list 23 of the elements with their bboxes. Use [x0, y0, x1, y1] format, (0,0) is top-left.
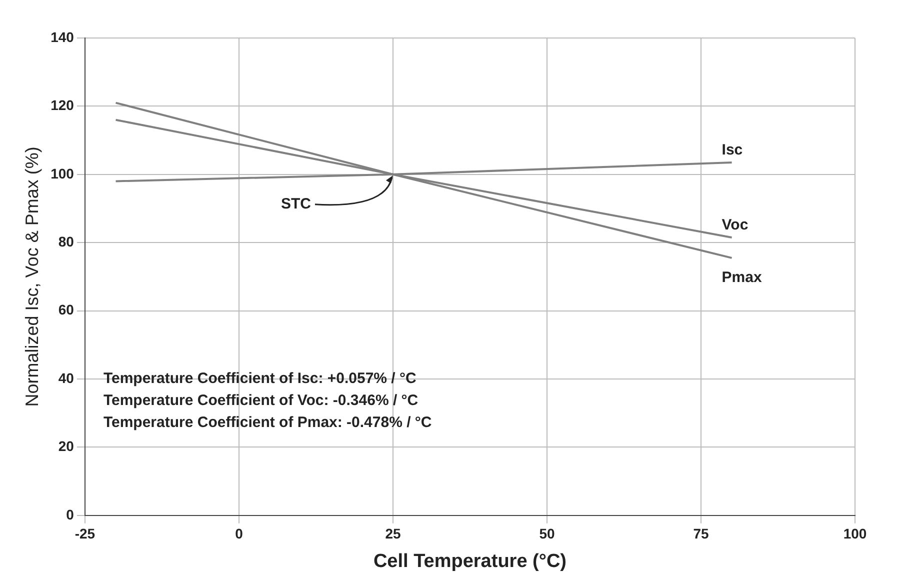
- series-label: Voc: [722, 216, 748, 234]
- x-tick-label: 75: [693, 526, 709, 542]
- series-label: Isc: [722, 142, 743, 159]
- y-tick-label: 120: [50, 97, 74, 114]
- x-tick-label: -25: [74, 526, 96, 542]
- x-tick-label: 25: [385, 526, 401, 542]
- annotation: Temperature Coefficient of Voc: -0.346% / °C: [103, 392, 418, 410]
- y-tick-label: 80: [58, 233, 74, 250]
- annotation: STC: [280, 196, 312, 213]
- y-tick-label: 40: [58, 370, 74, 386]
- annotation: Temperature Coefficient of Isc: +0.057% / °C: [103, 370, 417, 388]
- y-axis-title: Normalized Isc, Voc & Pmax (%): [22, 146, 42, 407]
- x-axis-title: Cell Temperature (°C): [373, 550, 567, 572]
- y-tick-label: 100: [50, 165, 74, 182]
- y-tick-label: 140: [50, 28, 74, 45]
- series-label: Pmax: [722, 269, 762, 286]
- x-tick-label: 0: [235, 526, 244, 542]
- y-tick-label: 20: [58, 438, 74, 454]
- y-tick-label: 60: [58, 302, 74, 318]
- x-tick-label: 100: [843, 526, 867, 542]
- annotation: Temperature Coefficient of Pmax: -0.478% / °C: [103, 414, 432, 432]
- x-tick-label: 50: [539, 526, 555, 542]
- y-tick-label: 0: [66, 506, 74, 522]
